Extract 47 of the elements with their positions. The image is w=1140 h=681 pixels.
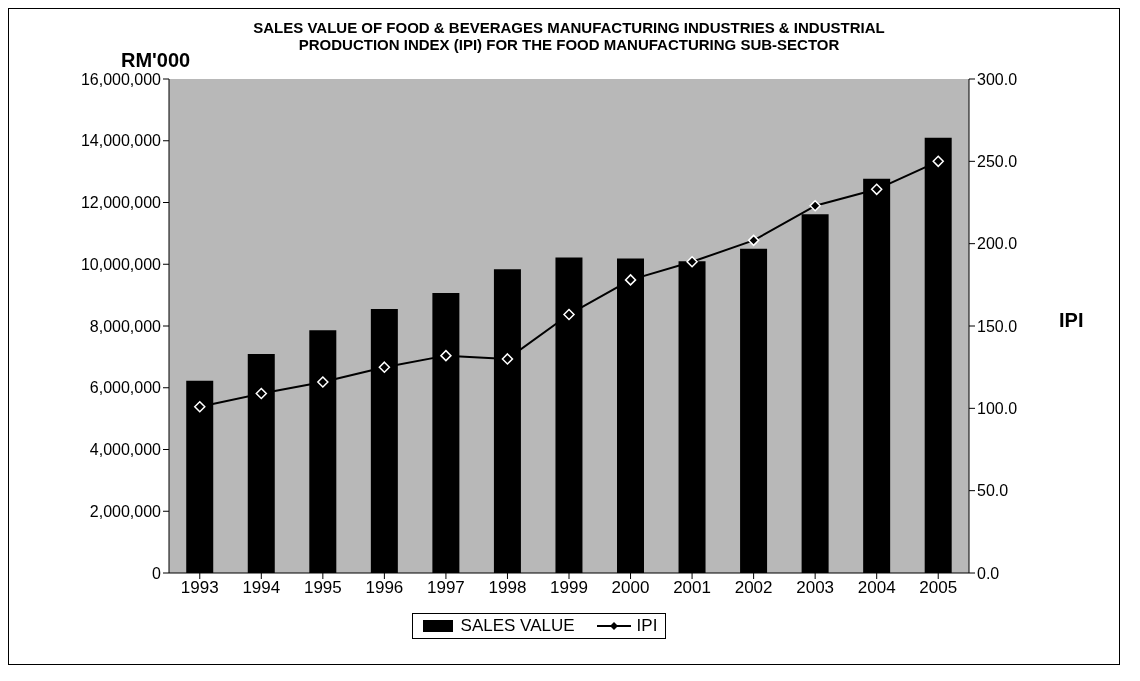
y-tick-label: 6,000,000	[89, 379, 162, 397]
y2-axis-title: IPI	[1059, 309, 1084, 332]
point	[194, 400, 206, 413]
legend-label: SALES VALUE	[460, 616, 575, 636]
y-tick-label: 14,000,000	[80, 132, 162, 150]
legend-label: IPI	[636, 616, 658, 636]
point	[624, 274, 637, 286]
point	[932, 155, 944, 168]
x-tick-label: 2003	[796, 578, 835, 598]
y2-tick-label: 100.0	[977, 400, 1018, 418]
point	[317, 376, 329, 388]
y-tick-label: 4,000,000	[89, 441, 162, 459]
chart-title: SALES VALUE OF FOOD & BEVERAGES MANUFACTURING INDUSTRIES & INDUSTRIAL PRODUCTION INDEX (IPI) FOR THE FOOD MANUFACTURING SUB-SECTOR	[252, 19, 886, 53]
x-tick-label: 1996	[365, 578, 404, 598]
point	[809, 200, 821, 212]
x-tick-label: 1995	[303, 578, 342, 598]
y-tick-label: 10,000,000	[80, 255, 162, 273]
point	[255, 387, 268, 400]
y2-tick-label: 50.0	[977, 482, 1009, 500]
x-tick-label: 1993	[180, 578, 219, 598]
y-tick-label: 12,000,000	[80, 194, 162, 212]
x-tick-label: 1998	[488, 578, 527, 598]
x-tick-label: 2004	[857, 578, 896, 598]
x-tick-label: 1994	[242, 578, 281, 598]
y2-tick-label: 0.0	[977, 564, 1000, 582]
y-tick-label: 8,000,000	[89, 317, 162, 335]
point	[440, 349, 452, 362]
point	[378, 361, 391, 373]
point	[747, 234, 760, 247]
y2-tick-label: 200.0	[977, 235, 1018, 253]
y-tick-label: 0	[152, 564, 162, 582]
y2-tick-label: 300.0	[977, 70, 1018, 88]
x-tick-label: 1997	[427, 578, 465, 598]
y-axis-title: RM'000	[121, 49, 191, 72]
point	[870, 183, 883, 196]
x-tick-label: 2000	[611, 578, 650, 598]
x-tick-label: 2001	[673, 578, 711, 598]
x-tick-label: 2002	[734, 578, 773, 598]
point	[563, 308, 575, 321]
point	[501, 353, 514, 365]
x-tick-label: 1999	[550, 578, 588, 598]
point	[686, 256, 698, 268]
x-tick-label: 2005	[919, 578, 958, 598]
y2-tick-label: 250.0	[977, 153, 1018, 171]
y2-tick-label: 150.0	[977, 317, 1018, 335]
y-tick-label: 2,000,000	[89, 502, 162, 520]
y-tick-label: 16,000,000	[80, 70, 162, 88]
